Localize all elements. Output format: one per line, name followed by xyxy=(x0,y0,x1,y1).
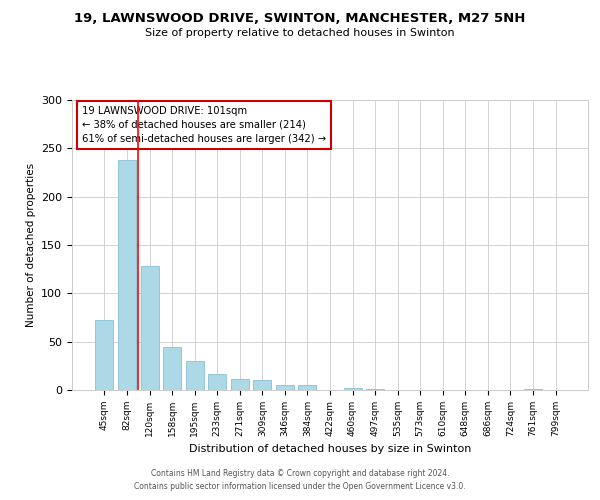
Bar xyxy=(344,388,362,390)
Text: Size of property relative to detached houses in Swinton: Size of property relative to detached ho… xyxy=(145,28,455,38)
Y-axis label: Number of detached properties: Number of detached properties xyxy=(26,163,35,327)
Bar xyxy=(118,160,136,390)
Text: 19, LAWNSWOOD DRIVE, SWINTON, MANCHESTER, M27 5NH: 19, LAWNSWOOD DRIVE, SWINTON, MANCHESTER… xyxy=(74,12,526,26)
X-axis label: Distribution of detached houses by size in Swinton: Distribution of detached houses by size … xyxy=(189,444,471,454)
Text: Contains HM Land Registry data © Crown copyright and database right 2024.: Contains HM Land Registry data © Crown c… xyxy=(151,468,449,477)
Bar xyxy=(276,385,294,390)
Bar xyxy=(95,320,113,390)
Bar xyxy=(163,348,181,390)
Text: Contains public sector information licensed under the Open Government Licence v3: Contains public sector information licen… xyxy=(134,482,466,491)
Bar xyxy=(231,380,249,390)
Bar xyxy=(298,385,316,390)
Bar xyxy=(185,361,204,390)
Bar xyxy=(208,374,226,390)
Bar xyxy=(140,266,158,390)
Bar xyxy=(253,380,271,390)
Text: 19 LAWNSWOOD DRIVE: 101sqm
← 38% of detached houses are smaller (214)
61% of sem: 19 LAWNSWOOD DRIVE: 101sqm ← 38% of deta… xyxy=(82,106,326,144)
Bar xyxy=(366,389,384,390)
Bar xyxy=(524,389,542,390)
